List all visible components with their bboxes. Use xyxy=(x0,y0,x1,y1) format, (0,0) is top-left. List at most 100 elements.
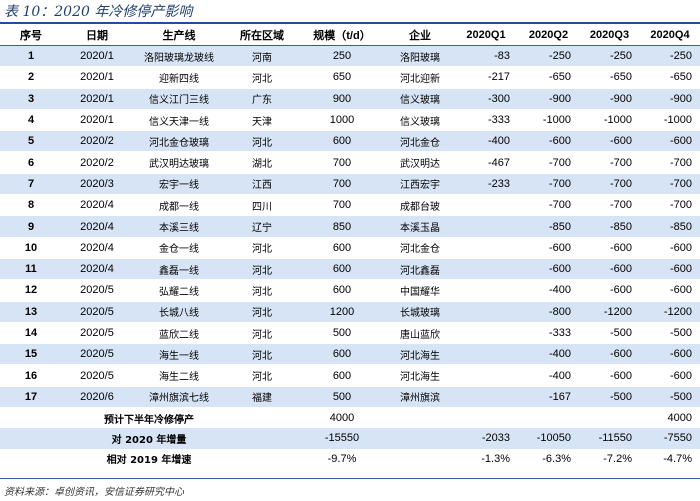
cell-no: 15 xyxy=(0,343,62,366)
table-row: 4 2020/1 信义天津一线 天津 1000 信义玻璃 -333 -1000 -1000 -10… xyxy=(0,109,700,132)
cell-no: 8 xyxy=(0,194,62,217)
cell-q1 xyxy=(454,215,518,238)
cell-q4: -600 xyxy=(640,343,700,366)
cell-no: 2 xyxy=(0,66,62,89)
cell-company: 江西宏宇 xyxy=(386,173,454,196)
cell-region: 河北 xyxy=(226,66,298,89)
cell-scale: 900 xyxy=(298,88,386,110)
summary-label: 预计下半年冷修停产 xyxy=(104,414,194,426)
cell-q3: -600 xyxy=(579,258,640,281)
cell-company: 河北金仓 xyxy=(386,237,454,259)
cell-q1 xyxy=(454,194,518,217)
cell-q2: -400 xyxy=(518,364,579,387)
summary-q1: -2033 xyxy=(454,428,518,449)
cell-q2: -333 xyxy=(518,322,579,345)
table-row: 2 2020/1 迎新四线 河北 650 河北迎新 -217 -650 -650 -650 xyxy=(0,66,700,89)
cell-q2: -600 xyxy=(518,237,579,259)
cell-q1 xyxy=(454,279,518,302)
cell-company: 河北迎新 xyxy=(386,66,454,89)
cell-region: 天津 xyxy=(226,109,298,132)
cell-q2: -250 xyxy=(518,45,579,68)
cell-region: 河北 xyxy=(226,322,298,345)
header-cell: 序号 xyxy=(0,25,62,46)
cell-company: 长城玻璃 xyxy=(386,301,454,323)
cell-q3: -700 xyxy=(579,194,640,217)
cell-company: 本溪玉晶 xyxy=(386,215,454,238)
cell-scale: 500 xyxy=(298,386,386,409)
cell-no: 3 xyxy=(0,88,62,110)
table-row: 7 2020/3 宏宇一线 江西 700 江西宏宇 -233 -700 -700 -700 xyxy=(0,173,700,196)
title-rule xyxy=(0,22,700,24)
cell-q4: -700 xyxy=(640,173,700,196)
table-row: 12 2020/5 弘耀二线 河北 600 中国耀华 -400 -600 -600 xyxy=(0,279,700,302)
cell-region: 福建 xyxy=(226,386,298,409)
cell-q4: -500 xyxy=(640,386,700,409)
cell-no: 6 xyxy=(0,151,62,174)
cell-region: 河北 xyxy=(226,301,298,323)
cell-q4: -600 xyxy=(640,237,700,259)
cell-scale: 600 xyxy=(298,343,386,366)
cell-company: 河北海生 xyxy=(386,364,454,387)
cell-line: 武汉明达玻璃 xyxy=(132,151,226,174)
summary-q2: -10050 xyxy=(518,428,579,449)
cell-q3: -700 xyxy=(579,173,640,196)
cell-scale: 600 xyxy=(298,364,386,387)
table-row: 15 2020/5 海生一线 河北 600 河北海生 -400 -600 -600 xyxy=(0,343,700,366)
cell-q4: -1000 xyxy=(640,109,700,132)
cell-line: 长城八线 xyxy=(132,301,226,323)
cell-q2: -800 xyxy=(518,301,579,323)
header-cell: 2020Q3 xyxy=(579,25,640,46)
summary-row: 对 2020 年增量 -15550 -2033 -10050 -11550 -7550 xyxy=(0,428,700,449)
header-cell: 规模（t/d） xyxy=(298,25,386,46)
cell-line: 海生二线 xyxy=(132,364,226,387)
cell-q3: -1000 xyxy=(579,109,640,132)
table-row: 1 2020/1 洛阳玻璃龙玻线 河南 250 洛阳玻璃 -83 -250 -250 -250 xyxy=(0,45,700,68)
cell-company: 河北金仓 xyxy=(386,130,454,153)
cell-q1: -300 xyxy=(454,88,518,110)
table-row: 16 2020/5 海生二线 河北 600 河北海生 -400 -600 -600 xyxy=(0,364,700,387)
table-row: 9 2020/4 本溪三线 辽宁 850 本溪玉晶 -850 -850 -850 xyxy=(0,215,700,238)
cell-region: 湖北 xyxy=(226,151,298,174)
summary-q2 xyxy=(518,408,579,429)
summary-row: 相对 2019 年增速 -9.7% -1.3% -6.3% -7.2% -4.7% xyxy=(0,449,700,469)
cell-date: 2020/1 xyxy=(62,66,132,89)
cell-q4: -600 xyxy=(640,279,700,302)
table-row: 17 2020/6 漳州旗滨七线 福建 500 漳州旗滨 -167 -500 -500 xyxy=(0,386,700,409)
cell-q2: -700 xyxy=(518,194,579,217)
cell-q1 xyxy=(454,364,518,387)
cell-no: 16 xyxy=(0,364,62,387)
cell-q4: -700 xyxy=(640,151,700,174)
cell-date: 2020/3 xyxy=(62,173,132,196)
cell-line: 宏宇一线 xyxy=(132,173,226,196)
cell-company: 信义玻璃 xyxy=(386,88,454,110)
cell-q2: -400 xyxy=(518,343,579,366)
cell-q3: -600 xyxy=(579,364,640,387)
cell-region: 河南 xyxy=(226,45,298,68)
table-title: 表 10：2020 年冷修停产影响 xyxy=(4,4,193,20)
cell-q1: -83 xyxy=(454,45,518,68)
cell-company: 信义玻璃 xyxy=(386,109,454,132)
cell-scale: 700 xyxy=(298,194,386,217)
cell-q4: -250 xyxy=(640,45,700,68)
header-cell: 所在区域 xyxy=(226,25,298,46)
summary-q4: -7550 xyxy=(640,428,700,449)
cell-no: 4 xyxy=(0,109,62,132)
cell-scale: 500 xyxy=(298,322,386,345)
cell-line: 成都一线 xyxy=(132,194,226,217)
cell-no: 17 xyxy=(0,386,62,409)
table-row: 13 2020/5 长城八线 河北 1200 长城玻璃 -800 -1200 -1200 xyxy=(0,301,700,323)
cell-date: 2020/5 xyxy=(62,364,132,387)
cell-q4: -850 xyxy=(640,215,700,238)
cell-scale: 600 xyxy=(298,279,386,302)
summary-q1 xyxy=(454,408,518,429)
summary-label: 相对 2019 年增速 xyxy=(106,455,192,467)
cell-no: 9 xyxy=(0,215,62,238)
header-cell: 2020Q4 xyxy=(640,25,700,46)
cell-line: 鑫磊一线 xyxy=(132,258,226,281)
cell-line: 海生一线 xyxy=(132,343,226,366)
cell-q3: -850 xyxy=(579,215,640,238)
cell-date: 2020/5 xyxy=(62,343,132,366)
cell-scale: 1200 xyxy=(298,301,386,323)
cell-q1 xyxy=(454,237,518,259)
cell-line: 迎新四线 xyxy=(132,66,226,89)
